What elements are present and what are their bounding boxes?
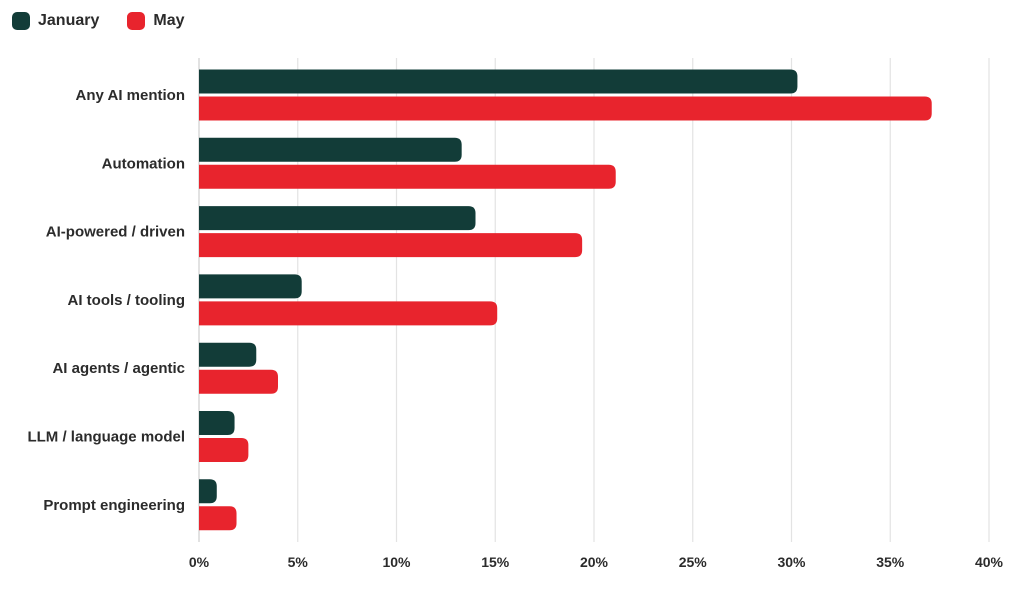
bar-january (199, 411, 235, 435)
category-label: Prompt engineering (43, 497, 185, 514)
category-label: AI-powered / driven (46, 224, 185, 241)
bar-january (199, 342, 257, 367)
category-label: Automation (102, 155, 185, 172)
bar-january (199, 274, 302, 299)
bar-may (199, 301, 498, 326)
category-label: AI agents / agentic (52, 360, 185, 377)
bar-may (199, 164, 616, 189)
bar-may (199, 506, 237, 531)
x-tick-label: 10% (382, 554, 411, 570)
bar-may (199, 438, 249, 462)
bar-january (199, 206, 476, 231)
x-tick-label: 20% (580, 554, 609, 570)
x-tick-label: 5% (288, 554, 309, 570)
category-label: AI tools / tooling (68, 292, 185, 309)
bar-may (199, 369, 278, 394)
legend-label-january: January (38, 12, 100, 29)
bar-january (199, 479, 217, 504)
legend-label-may: May (153, 12, 185, 29)
legend-swatch-may (127, 12, 146, 30)
gridlines (198, 58, 990, 542)
bars (199, 69, 932, 531)
legend: January May (12, 12, 185, 30)
x-tick-label: 35% (876, 554, 905, 570)
x-tick-label: 30% (777, 554, 806, 570)
legend-swatch-january (12, 12, 30, 30)
x-tick-label: 40% (975, 554, 1004, 570)
bar-may (199, 96, 932, 121)
legend-item-may: May (127, 12, 185, 30)
category-label: Any AI mention (76, 87, 185, 104)
x-tick-label: 0% (189, 554, 210, 570)
legend-item-january: January (12, 12, 99, 30)
bar-may (199, 233, 583, 258)
x-tick-labels: 0% 5% 10% 15% 20% 25% 30% 35% 40% (189, 554, 1004, 570)
x-tick-label: 15% (481, 554, 510, 570)
bar-january (199, 137, 462, 162)
category-labels: Any AI mention Automation AI-powered / dri… (27, 87, 185, 514)
bar-january (199, 69, 798, 94)
category-label: LLM / language model (27, 429, 185, 446)
x-tick-label: 25% (679, 554, 708, 570)
